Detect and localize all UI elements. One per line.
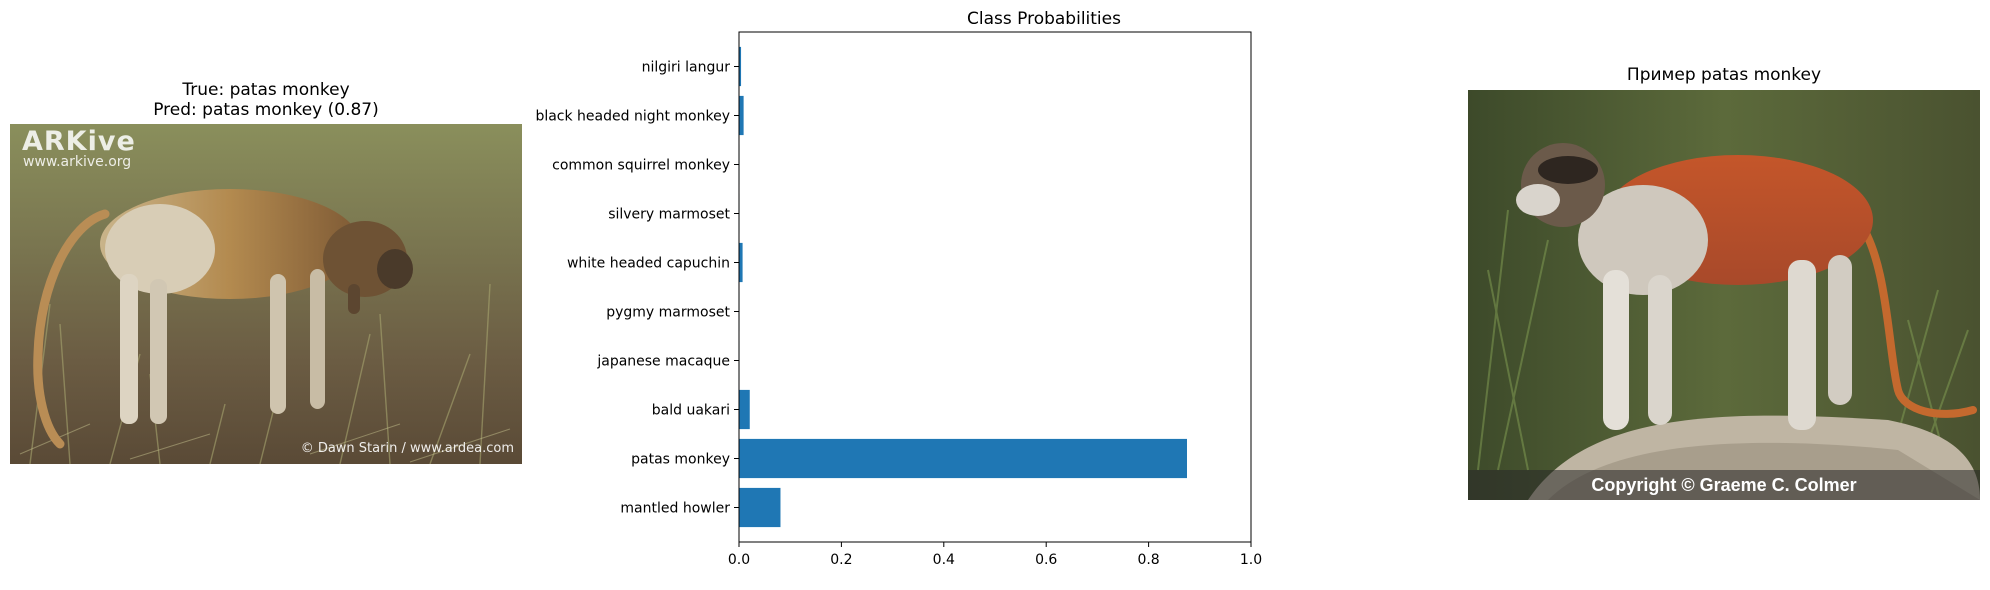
left-image-title: True: patas monkey Pred: patas monkey (0…	[10, 80, 522, 120]
plot-frame	[738, 31, 1252, 543]
y-tick-label: pygmy marmoset	[606, 305, 730, 321]
y-tick-label: nilgiri langur	[642, 60, 731, 76]
bar-nilgiri-langur	[739, 46, 742, 87]
bar-mantled-howler	[739, 487, 781, 528]
right-sample-image: Copyright © Graeme C. Colmer	[1468, 90, 1980, 500]
x-tick-label: 0.4	[933, 552, 955, 568]
bar-patas-monkey	[739, 438, 1187, 479]
right-image-title: Пример patas monkey	[1626, 65, 1822, 85]
bar-white-headed-capuchin	[739, 242, 743, 283]
patas-monkey-photo-left	[10, 124, 522, 464]
arkive-logo: ARKive	[22, 126, 136, 157]
y-tick-label: patas monkey	[631, 452, 730, 468]
copyright-band	[1468, 470, 1980, 500]
pred-label: Pred: patas monkey (0.87)	[153, 100, 379, 120]
y-tick-label: black headed night monkey	[535, 109, 730, 125]
patas-monkey-photo-right	[1468, 90, 1980, 500]
y-tick-label: white headed capuchin	[567, 256, 730, 272]
y-tick-label: mantled howler	[620, 501, 730, 517]
y-tick-label: bald uakari	[652, 403, 730, 419]
left-sample-image: ARKive www.arkive.org © Dawn Starin / ww…	[10, 124, 522, 464]
x-tick-label: 0.6	[1035, 552, 1057, 568]
photo-credit-left: © Dawn Starin / www.ardea.com	[300, 441, 514, 456]
x-tick-label: 1.0	[1240, 552, 1262, 568]
y-tick-label: japanese macaque	[596, 354, 730, 370]
x-tick-label: 0.2	[830, 552, 852, 568]
x-tick-label: 0.0	[728, 552, 750, 568]
chart-title: Class Probabilities	[967, 9, 1121, 29]
bar-black-headed-night-monkey	[739, 95, 744, 136]
y-tick-label: common squirrel monkey	[552, 158, 730, 174]
arkive-url: www.arkive.org	[23, 154, 132, 170]
copyright-text: Copyright © Graeme C. Colmer	[1591, 475, 1857, 495]
y-tick-label: silvery marmoset	[608, 207, 730, 223]
true-label: True: patas monkey	[182, 80, 350, 100]
x-tick-label: 0.8	[1137, 552, 1159, 568]
bar-bald-uakari	[739, 389, 750, 430]
